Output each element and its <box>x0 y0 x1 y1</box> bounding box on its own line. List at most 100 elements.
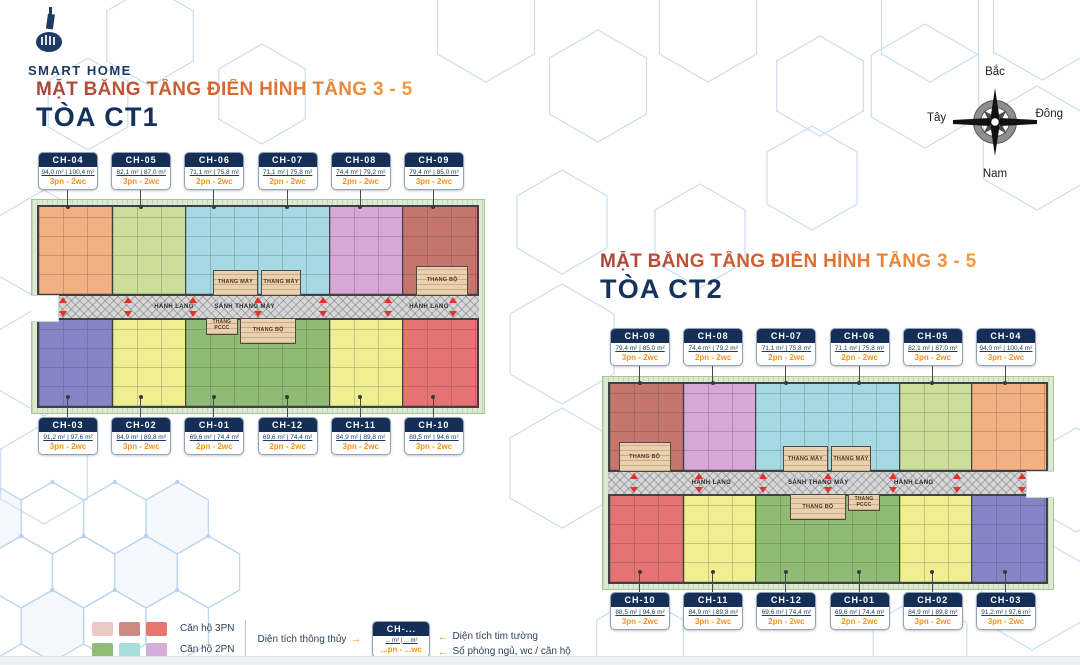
unit-label-ch-07: CH-07 71,1 m² | 75,8 m² 2pn - 2wc <box>257 152 318 209</box>
unit-areas: 82,1 m² | 87,0 m² <box>908 345 958 352</box>
unit-label-box: CH-09 79,4 m² | 85,0 m² 3pn - 2wc <box>403 152 464 190</box>
plan-unit-ch-10 <box>610 496 685 582</box>
ct2-top-unit-labels: CH-09 79,4 m² | 85,0 m² 3pn - 2wc CH-08 … <box>610 328 1036 385</box>
legend-rooms: ← Số phòng ngủ, wc / căn hộ <box>437 646 570 658</box>
plan-unit-ch-03 <box>39 319 114 406</box>
unit-label-ch-07: CH-07 71,1 m² | 75,8 m² 2pn - 2wc <box>756 328 817 385</box>
unit-label-ch-06: CH-06 71,1 m² | 75,8 m² 2pn - 2wc <box>184 152 245 209</box>
leader-line <box>431 190 436 209</box>
sample-areas: ... m² | ... m² <box>385 637 418 644</box>
leader-line <box>211 395 216 417</box>
ct2-title: TÒA CT2 <box>600 274 723 304</box>
legend-swatch-rows: Căn hộ 3PN Căn hộ 2PN <box>92 621 235 657</box>
unit-label-box: CH-05 82,1 m² | 87,0 m² 3pn - 2wc <box>902 328 963 366</box>
leader-line <box>637 570 642 592</box>
unit-areas: 79,4 m² | 85,0 m² <box>409 169 459 176</box>
unit-rooms: 3pn - 2wc <box>621 353 659 362</box>
fire-stairs-box: THANG PCCC <box>848 494 880 511</box>
stairs-box-side: THANG BỘ <box>618 442 671 472</box>
plan-unit-ch-05 <box>113 207 186 294</box>
legend-swatch <box>92 621 113 636</box>
corridor-arrows-up <box>630 473 1026 479</box>
corridor-arrows-down <box>59 310 457 317</box>
leader-line <box>1003 366 1008 385</box>
unit-areas: 84,9 m² | 89,8 m² <box>336 434 386 441</box>
unit-areas: 88,5 m² | 94,6 m² <box>615 609 665 616</box>
plan-unit-ch-11 <box>330 319 403 406</box>
unit-code: CH-09 <box>611 329 669 343</box>
unit-code: CH-11 <box>331 418 390 432</box>
unit-code: CH-07 <box>258 153 317 167</box>
elevator-box: THANG MÁY <box>260 269 302 296</box>
corridor-opening <box>1026 471 1054 498</box>
plan-unit-ch-03 <box>971 496 1047 582</box>
unit-rooms: 2pn - 2wc <box>342 177 379 186</box>
ct1-floor-plan: HÀNH LANG SẢNH THANG MÁY HÀNH LANG THANG… <box>31 199 485 414</box>
unit-label-box: CH-01 69,6 m² | 74,4 m² 2pn - 2wc <box>184 417 245 455</box>
unit-areas: 69,6 m² | 74,4 m² <box>761 609 812 616</box>
corridor-label-left: HÀNH LANG <box>691 480 732 486</box>
legend-gross-area: ← Diện tích tim tường <box>437 631 570 643</box>
unit-code: CH-02 <box>903 593 962 607</box>
sample-code: CH-... <box>373 621 430 636</box>
legend-swatch <box>92 642 113 657</box>
unit-areas: 88,5 m² | 94,6 m² <box>409 434 459 441</box>
unit-label-ch-09: CH-09 79,4 m² | 85,0 m² 3pn - 2wc <box>403 152 464 209</box>
leader-line <box>285 190 290 209</box>
legend-divider <box>245 620 247 658</box>
corridor-arrows-down <box>630 487 1026 493</box>
elevator-box: THANG MÁY <box>783 446 828 472</box>
unit-code: CH-03 <box>39 418 97 432</box>
unit-rooms: 3pn - 2wc <box>122 442 160 451</box>
unit-code: CH-06 <box>830 329 889 343</box>
unit-label-box: CH-04 94,0 m² | 100,4 m² 3pn - 2wc <box>975 328 1036 366</box>
legend-swatch <box>119 621 140 636</box>
unit-label-box: CH-08 74,4 m² | 79,2 m² 2pn - 2wc <box>330 152 391 190</box>
leader-line <box>783 366 788 385</box>
footer-strip <box>0 656 1080 665</box>
plan-unit-ch-11 <box>684 496 757 582</box>
unit-label-box: CH-02 84,9 m² | 89,8 m² 3pn - 2wc <box>111 417 172 455</box>
unit-label-box: CH-05 82,1 m² | 87,0 m² 3pn - 2wc <box>111 152 172 190</box>
unit-rooms: 2pn - 2wc <box>196 177 233 186</box>
corridor: HÀNH LANG SẢNH THANG MÁY HÀNH LANG <box>37 295 479 318</box>
unit-rooms: 2pn - 2wc <box>694 353 732 362</box>
unit-rooms: 2pn - 2wc <box>841 617 878 626</box>
net-area-label: Diện tích thông thủy <box>257 633 347 645</box>
plan-row-top <box>37 205 479 296</box>
legend-swatch <box>119 642 140 657</box>
compass: Bắc Nam Tây Đông <box>925 58 1065 186</box>
unit-code: CH-12 <box>757 593 816 607</box>
corridor-label-center: SẢNH THANG MÁY <box>214 303 276 310</box>
unit-code: CH-06 <box>185 153 244 167</box>
unit-label-ch-02: CH-02 84,9 m² | 89,8 m² 3pn - 2wc <box>902 570 963 630</box>
unit-label-box: CH-10 88,5 m² | 94,6 m² 3pn - 2wc <box>610 592 670 630</box>
sample-rooms: ...pn - ...wc <box>380 644 422 654</box>
plan-unit-ch-07-ch-06 <box>756 384 900 470</box>
leader-line <box>1003 570 1008 592</box>
unit-rooms: 3pn - 2wc <box>49 177 87 186</box>
elevator-box: THANG MÁY <box>212 269 258 296</box>
unit-label-box: CH-12 69,6 m² | 74,4 m² 2pn - 2wc <box>257 417 318 455</box>
plan-row-top <box>608 382 1048 472</box>
leader-line <box>930 570 935 592</box>
unit-label-ch-12: CH-12 69,6 m² | 74,4 m² 2pn - 2wc <box>257 395 318 455</box>
stairs-box: THANG BỘ <box>239 317 297 344</box>
compass-north-label: Bắc <box>985 66 1005 78</box>
legend-right-labels: ← Diện tích tim tường ← Số phòng ngủ, wc… <box>437 631 570 658</box>
plan-unit-ch-02 <box>113 319 186 406</box>
unit-rooms: 2pn - 2wc <box>768 353 805 362</box>
plan-unit-ch-10 <box>402 319 478 406</box>
unit-code: CH-10 <box>404 418 463 432</box>
leader-line <box>358 395 363 417</box>
unit-label-ch-03: CH-03 91,2 m² | 97,6 m² 3pn - 2wc <box>38 395 98 455</box>
plan-row-bottom <box>608 494 1048 584</box>
unit-label-box: CH-11 84,9 m² | 89,8 m² 3pn - 2wc <box>330 417 391 455</box>
ct2-subtitle: MẶT BẰNG TẦNG ĐIỂN HÌNH TẦNG 3 - 5 <box>600 251 977 272</box>
legend-label-2pn: Căn hộ 2PN <box>180 644 235 655</box>
unit-label-ch-04: CH-04 94,0 m² | 100,4 m² 3pn - 2wc <box>975 328 1036 385</box>
compass-east-label: Đông <box>1035 108 1064 120</box>
unit-label-ch-05: CH-05 82,1 m² | 87,0 m² 3pn - 2wc <box>111 152 172 209</box>
legend-swatches-3pn <box>92 621 167 636</box>
